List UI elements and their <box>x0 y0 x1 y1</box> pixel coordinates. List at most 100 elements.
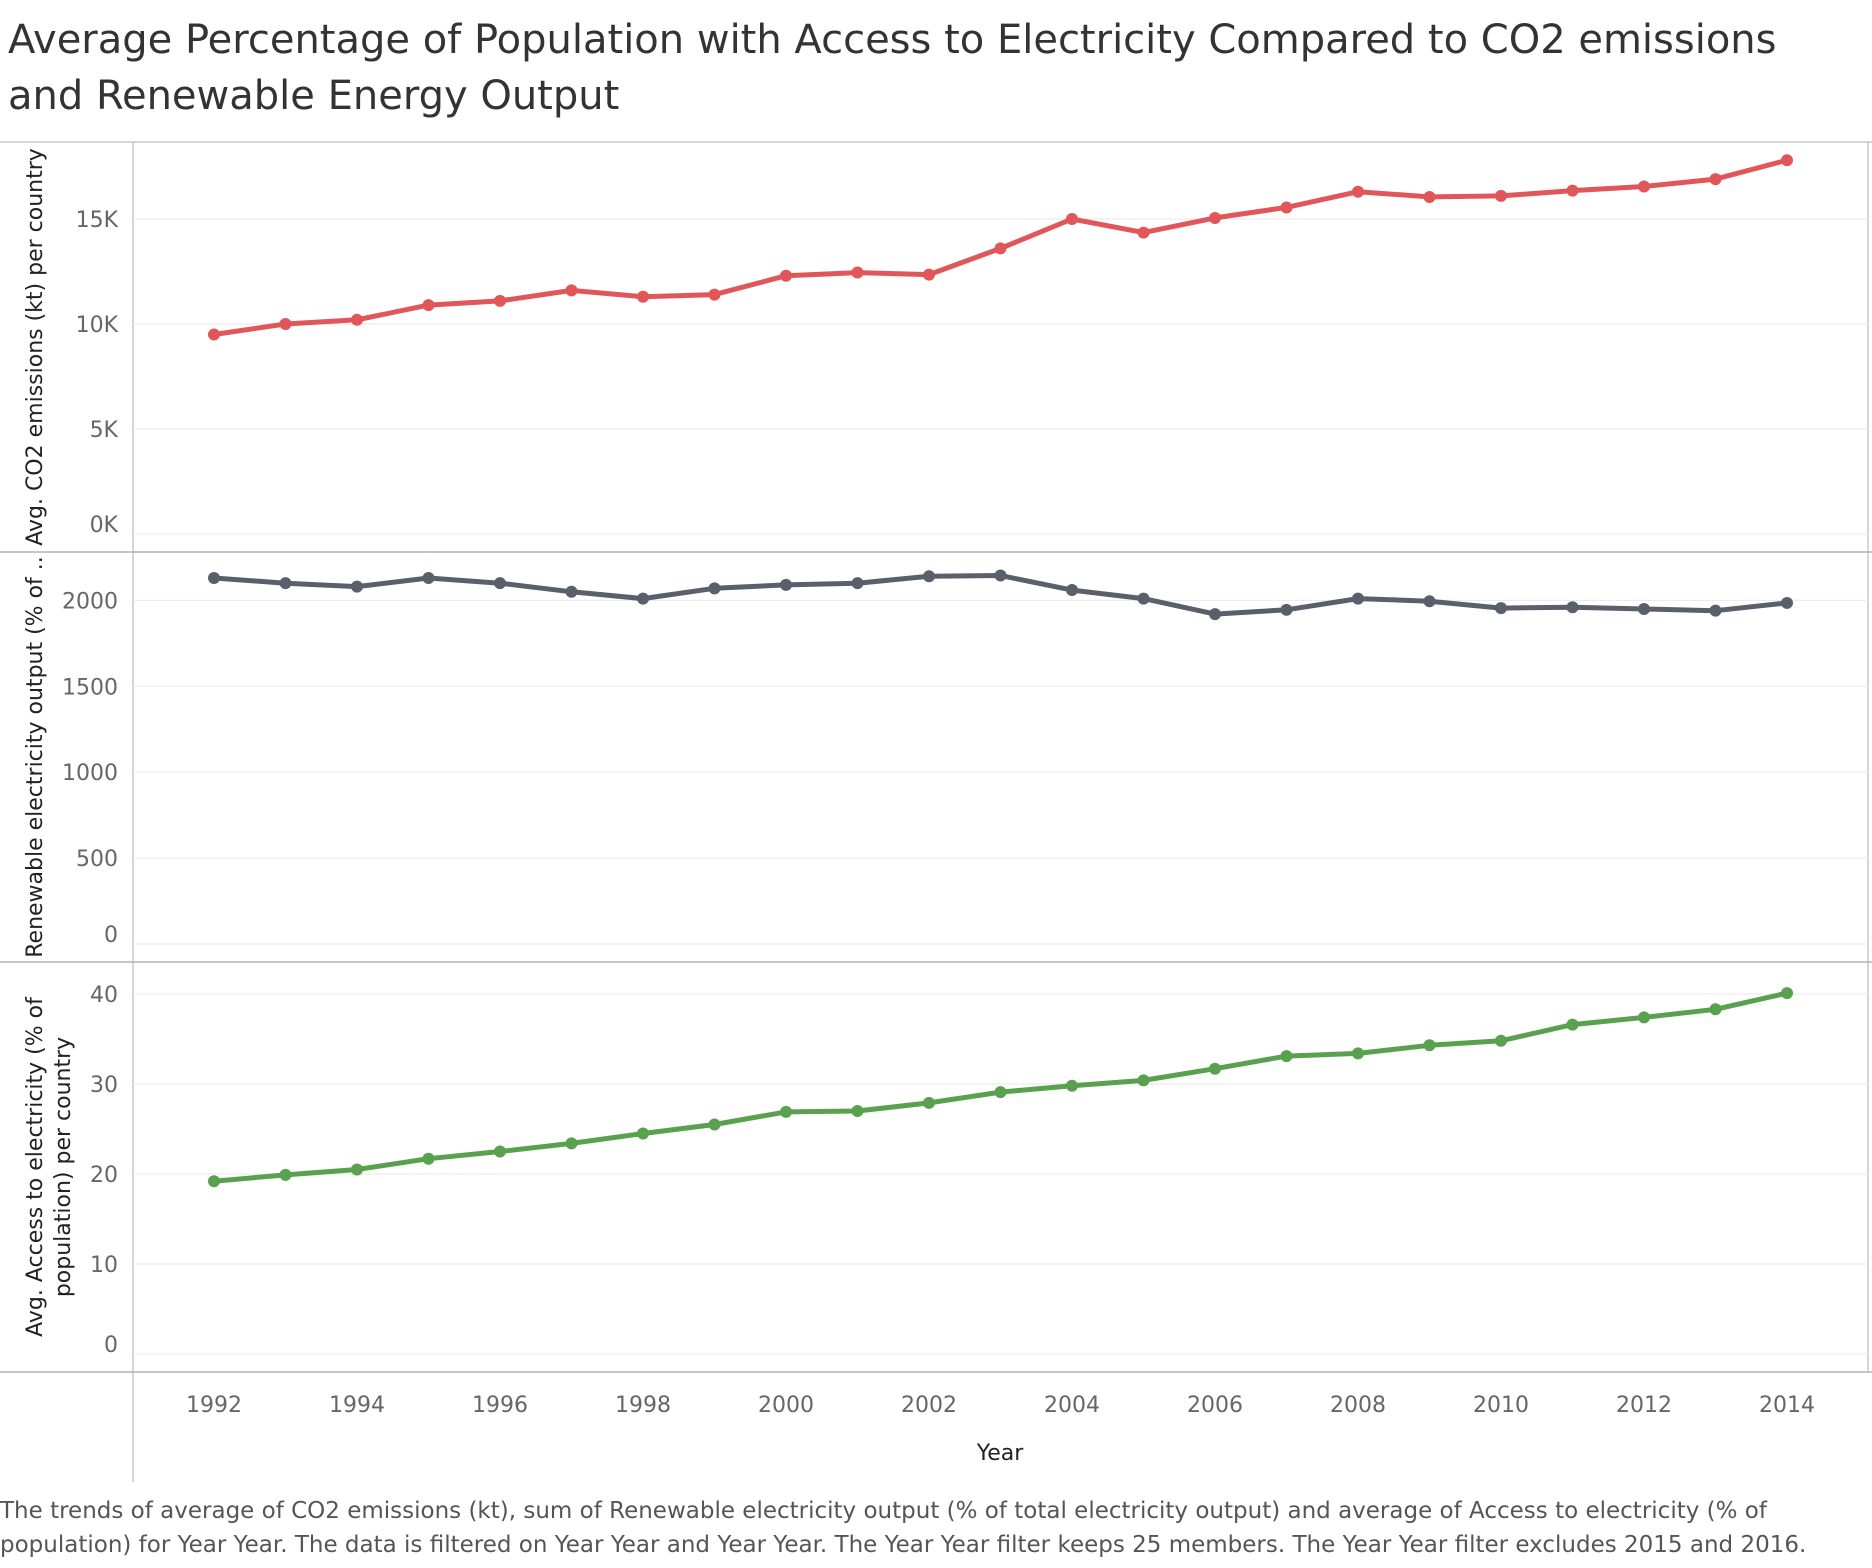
x-tick-label: 2006 <box>1187 1393 1243 1418</box>
data-point <box>1709 173 1722 186</box>
data-point <box>1495 602 1507 615</box>
data-point <box>422 299 435 312</box>
data-point <box>1137 592 1150 605</box>
data-point <box>1352 185 1364 198</box>
y-tick-label: 500 <box>76 847 118 872</box>
x-axis-title: Year <box>976 1441 1025 1466</box>
data-point <box>422 1152 435 1165</box>
data-point <box>1566 184 1579 197</box>
chart-title: Average Percentage of Population with Ac… <box>8 17 1777 119</box>
y-tick-label: 40 <box>90 983 118 1008</box>
y-tick-label: 5K <box>90 418 119 443</box>
data-point <box>851 1105 864 1117</box>
y-tick-label: 15K <box>76 208 119 233</box>
data-point <box>1495 189 1507 202</box>
y-axis-title: population) per country <box>51 1037 76 1297</box>
data-point <box>994 569 1007 582</box>
data-point <box>1423 1039 1436 1052</box>
data-point <box>1781 987 1793 1000</box>
x-tick-label: 2008 <box>1330 1393 1386 1418</box>
y-axis-title: Renewable electricity output (% of .. <box>23 556 48 958</box>
data-point <box>1209 608 1221 621</box>
data-point <box>1280 1050 1293 1063</box>
x-tick-label: 2002 <box>901 1393 957 1418</box>
y-tick-label: 0 <box>104 1333 118 1358</box>
y-tick-label: 10 <box>90 1253 118 1278</box>
data-point <box>1638 180 1650 193</box>
data-point <box>279 577 292 590</box>
data-point <box>708 582 721 595</box>
data-point <box>422 572 435 585</box>
data-point <box>1638 602 1650 615</box>
x-tick-label: 2012 <box>1616 1393 1672 1418</box>
data-point <box>208 328 220 341</box>
data-point <box>780 1105 792 1118</box>
data-point <box>637 592 649 605</box>
data-point <box>1709 1003 1722 1016</box>
data-point <box>994 1086 1007 1099</box>
y-axis-title: Avg. CO2 emissions (kt) per country <box>23 148 48 546</box>
data-point <box>994 242 1007 255</box>
data-point <box>1781 596 1793 609</box>
data-point <box>565 1137 578 1150</box>
data-point <box>208 1175 220 1188</box>
y-tick-label: 30 <box>90 1073 118 1098</box>
data-point <box>1566 601 1579 614</box>
data-point <box>923 570 935 583</box>
data-point <box>565 585 578 598</box>
y-tick-label: 1000 <box>62 761 118 786</box>
data-point <box>1423 595 1436 608</box>
data-point <box>1280 603 1293 616</box>
data-point <box>494 577 506 590</box>
data-point <box>780 269 792 282</box>
data-point <box>637 290 649 303</box>
data-point <box>208 572 220 585</box>
data-point <box>851 266 864 279</box>
data-point <box>1066 1079 1078 1092</box>
data-point <box>1209 1062 1221 1075</box>
x-tick-label: 1998 <box>615 1393 671 1418</box>
data-point <box>780 578 792 591</box>
y-tick-label: 0K <box>90 513 119 538</box>
data-point <box>1352 1047 1364 1060</box>
data-point <box>279 318 292 330</box>
data-point <box>1137 1074 1150 1087</box>
y-axis-title: Avg. Access to electricity (% of <box>23 996 48 1337</box>
data-point <box>1352 592 1364 605</box>
x-tick-label: 1994 <box>329 1393 385 1418</box>
x-tick-label: 2010 <box>1473 1393 1529 1418</box>
y-tick-label: 1500 <box>62 675 118 700</box>
data-point <box>1066 584 1078 597</box>
data-point <box>565 284 578 297</box>
data-point <box>1066 213 1078 225</box>
data-point <box>1495 1034 1507 1047</box>
data-point <box>1709 604 1722 617</box>
y-tick-label: 0 <box>104 923 118 948</box>
x-tick-label: 1996 <box>472 1393 528 1418</box>
data-point <box>1423 190 1436 203</box>
data-point <box>1781 154 1793 167</box>
data-point <box>494 294 506 307</box>
data-point <box>923 268 935 281</box>
data-point <box>1566 1018 1579 1031</box>
x-tick-label: 2004 <box>1044 1393 1100 1418</box>
chart-caption: The trends of average of CO2 emissions (… <box>0 1498 1807 1558</box>
data-point <box>1137 226 1150 239</box>
data-point <box>851 577 864 590</box>
data-point <box>708 1118 721 1131</box>
data-point <box>279 1168 292 1181</box>
y-tick-label: 20 <box>90 1163 118 1188</box>
data-point <box>1209 211 1221 224</box>
y-tick-label: 2000 <box>62 589 118 614</box>
data-point <box>351 313 363 326</box>
data-point <box>351 1163 363 1176</box>
y-tick-label: 10K <box>76 313 119 338</box>
data-point <box>494 1145 506 1158</box>
data-point <box>637 1127 649 1140</box>
x-tick-label: 2000 <box>758 1393 814 1418</box>
x-tick-label: 1992 <box>186 1393 242 1418</box>
data-point <box>1638 1011 1650 1024</box>
data-point <box>923 1096 935 1109</box>
data-point <box>708 288 721 301</box>
